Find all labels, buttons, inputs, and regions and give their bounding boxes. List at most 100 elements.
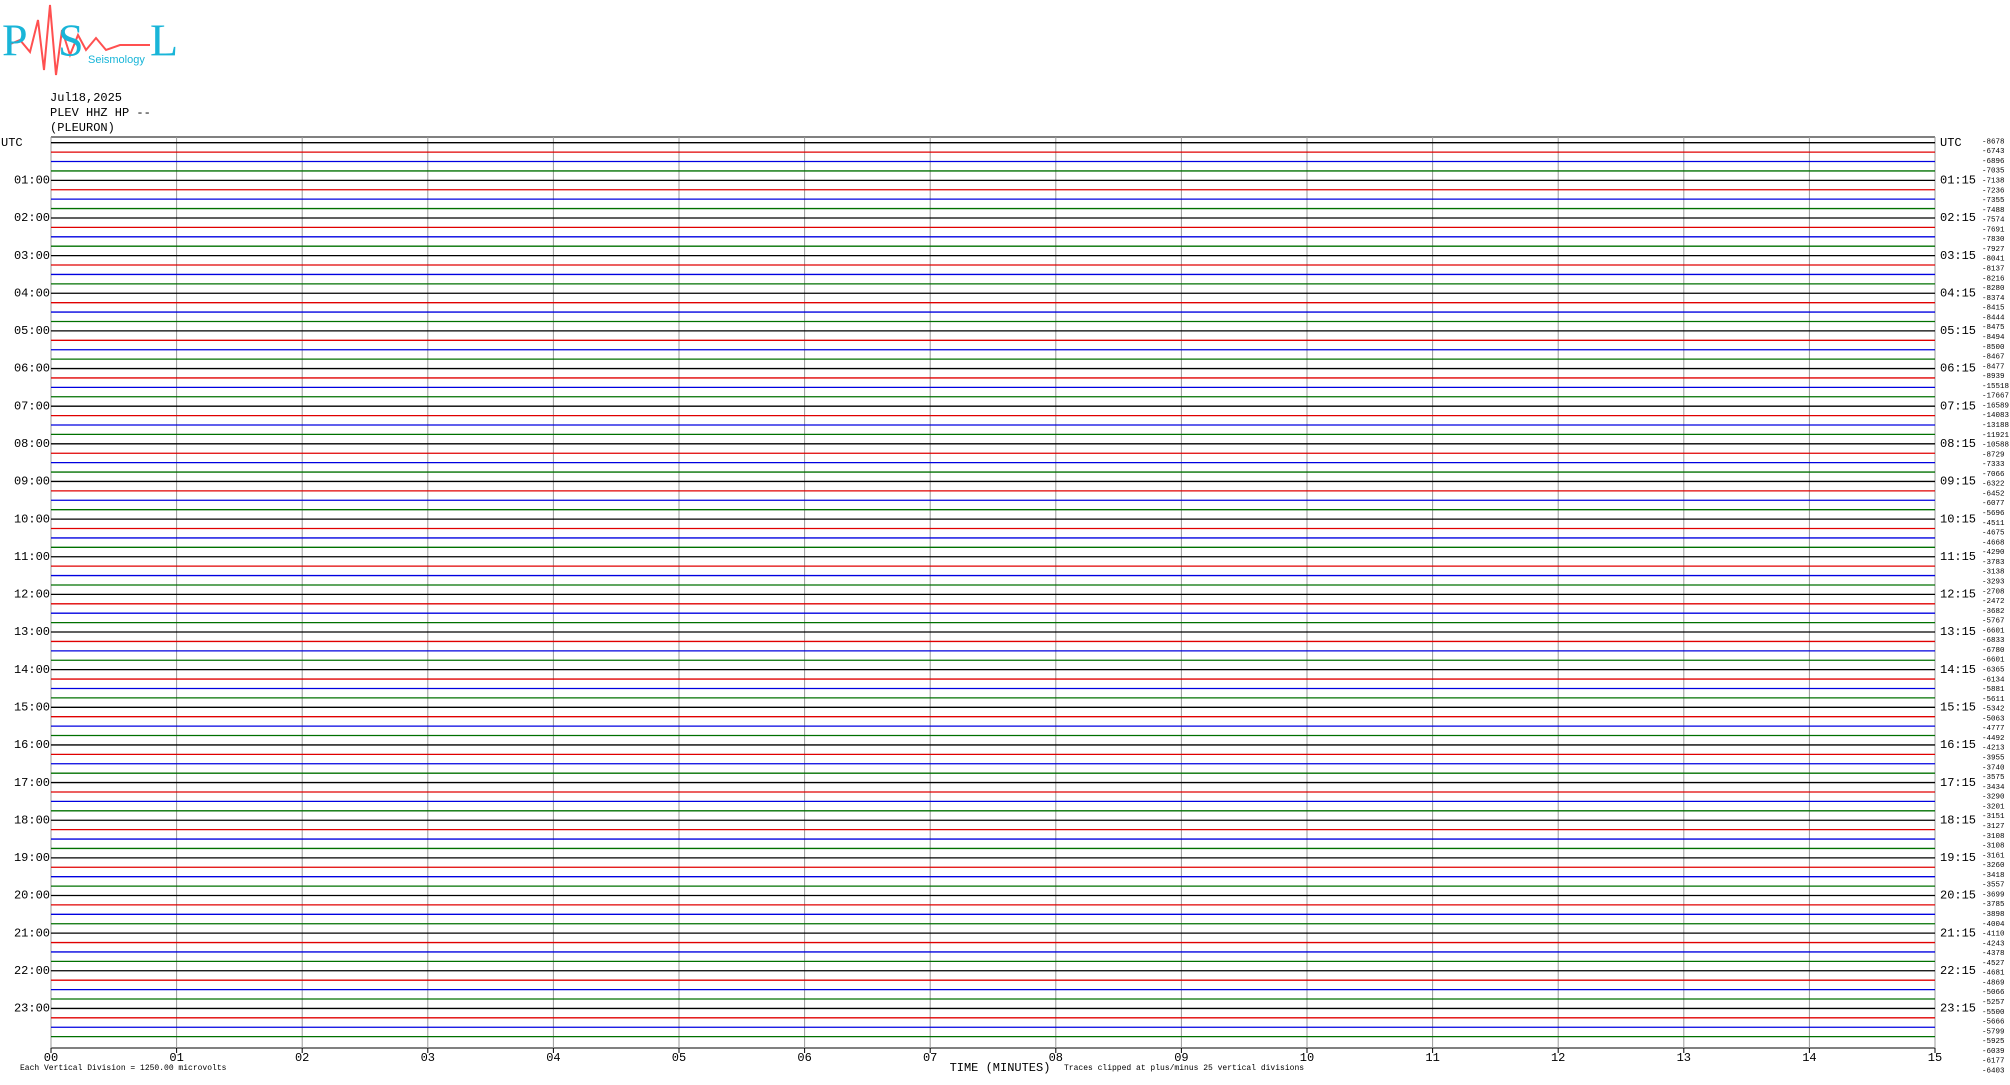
- offset-label: -8216: [1982, 275, 2005, 283]
- offset-label: -7035: [1982, 168, 2005, 176]
- right-time-label: 08:15: [1940, 437, 1976, 451]
- right-time-label: 10:15: [1940, 512, 1976, 526]
- right-time-label: 16:15: [1940, 738, 1976, 752]
- right-time-label: 23:15: [1940, 1002, 1976, 1016]
- offset-label: -6833: [1982, 637, 2005, 645]
- left-time-label: 18:00: [14, 813, 50, 827]
- left-time-label: 16:00: [14, 738, 50, 752]
- right-time-label: 05:15: [1940, 324, 1976, 338]
- x-tick-label: 03: [421, 1051, 435, 1065]
- offset-label: -2708: [1982, 588, 2005, 596]
- offset-label: -11921: [1982, 432, 2010, 440]
- offset-label: -14083: [1982, 412, 2010, 420]
- x-tick-label: 14: [1802, 1051, 1816, 1065]
- left-time-label: 05:00: [14, 324, 50, 338]
- offset-label: -6743: [1982, 148, 2005, 156]
- offset-label: -4527: [1982, 960, 2005, 968]
- offset-label: -5063: [1982, 715, 2005, 723]
- offset-label: -16589: [1982, 402, 2009, 410]
- offset-label: -8729: [1982, 451, 2005, 459]
- right-time-label: 02:15: [1940, 211, 1976, 225]
- x-tick-label: 05: [672, 1051, 686, 1065]
- offset-label: -3955: [1982, 755, 2005, 763]
- offset-label: -3260: [1982, 862, 2005, 870]
- left-time-label: 20:00: [14, 889, 50, 903]
- offset-label: -4675: [1982, 530, 2005, 538]
- offset-label: -3290: [1982, 794, 2005, 802]
- offset-label: -5925: [1982, 1038, 2005, 1046]
- offset-label: -17667: [1982, 393, 2009, 401]
- logo-letter: L: [150, 15, 178, 66]
- offset-label: -8444: [1982, 314, 2005, 322]
- left-time-label: 01:00: [14, 174, 50, 188]
- offset-label: -3434: [1982, 784, 2005, 792]
- right-time-label: 03:15: [1940, 249, 1976, 263]
- offset-label: -3418: [1982, 872, 2005, 880]
- offset-label: -6177: [1982, 1058, 2005, 1066]
- x-tick-label: 02: [295, 1051, 309, 1065]
- offset-label: -8415: [1982, 305, 2005, 313]
- x-tick-label: 04: [546, 1051, 560, 1065]
- offset-label: -7138: [1982, 178, 2005, 186]
- offset-label: -7488: [1982, 207, 2005, 215]
- offset-label: -6601: [1982, 627, 2005, 635]
- x-tick-label: 06: [797, 1051, 811, 1065]
- left-time-label: 02:00: [14, 211, 50, 225]
- offset-label: -13188: [1982, 422, 2009, 430]
- offset-label: -7691: [1982, 226, 2005, 234]
- right-time-label: 18:15: [1940, 813, 1976, 827]
- left-time-label: 11:00: [14, 550, 50, 564]
- offset-label: -4243: [1982, 940, 2005, 948]
- right-time-label: 11:15: [1940, 550, 1976, 564]
- left-time-label: 07:00: [14, 399, 50, 413]
- offset-label: -3785: [1982, 901, 2005, 909]
- logo-letter: S: [58, 15, 84, 66]
- right-time-label: 21:15: [1940, 926, 1976, 940]
- offset-label: -6780: [1982, 647, 2005, 655]
- offset-label: -3127: [1982, 823, 2005, 831]
- left-time-label: 03:00: [14, 249, 50, 263]
- left-time-label: 06:00: [14, 362, 50, 376]
- left-time-label: 08:00: [14, 437, 50, 451]
- offset-label: -6452: [1982, 490, 2005, 498]
- offset-label: -8280: [1982, 285, 2005, 293]
- offset-label: -8137: [1982, 266, 2005, 274]
- left-time-label: 15:00: [14, 700, 50, 714]
- offset-label: -2472: [1982, 598, 2005, 606]
- offset-label: -4511: [1982, 520, 2005, 528]
- offset-label: -8500: [1982, 344, 2005, 352]
- right-time-label: 06:15: [1940, 362, 1976, 376]
- offset-label: -4681: [1982, 970, 2005, 978]
- offset-label: -8494: [1982, 334, 2005, 342]
- offset-label: -8678: [1982, 138, 2005, 146]
- x-tick-label: 01: [169, 1051, 183, 1065]
- left-time-label: 23:00: [14, 1002, 50, 1016]
- offset-label: -3108: [1982, 843, 2005, 851]
- x-tick-label: 11: [1425, 1051, 1439, 1065]
- offset-label: -6896: [1982, 158, 2005, 166]
- offset-label: -7574: [1982, 217, 2005, 225]
- offset-label: -7355: [1982, 197, 2005, 205]
- x-tick-label: 09: [1174, 1051, 1188, 1065]
- left-time-label: 19:00: [14, 851, 50, 865]
- offset-label: -4213: [1982, 745, 2005, 753]
- offset-label: -3682: [1982, 608, 2005, 616]
- left-time-label: UTC: [1, 136, 23, 150]
- offset-label: -6134: [1982, 676, 2005, 684]
- x-axis-label: TIME (MINUTES): [950, 1061, 1051, 1075]
- offset-label: -5611: [1982, 696, 2005, 704]
- x-tick-label: 07: [923, 1051, 937, 1065]
- offset-label: -10588: [1982, 442, 2009, 450]
- offset-label: -3151: [1982, 813, 2005, 821]
- offset-label: -6601: [1982, 657, 2005, 665]
- site: (PLEURON): [50, 121, 115, 135]
- offset-label: -7066: [1982, 471, 2005, 479]
- offset-label: -6403: [1982, 1067, 2005, 1075]
- offset-label: -4668: [1982, 539, 2005, 547]
- offset-label: -3783: [1982, 559, 2005, 567]
- left-time-label: 12:00: [14, 588, 50, 602]
- note-left: Each Vertical Division = 1250.00 microvo…: [20, 1064, 227, 1073]
- offset-label: -5881: [1982, 686, 2005, 694]
